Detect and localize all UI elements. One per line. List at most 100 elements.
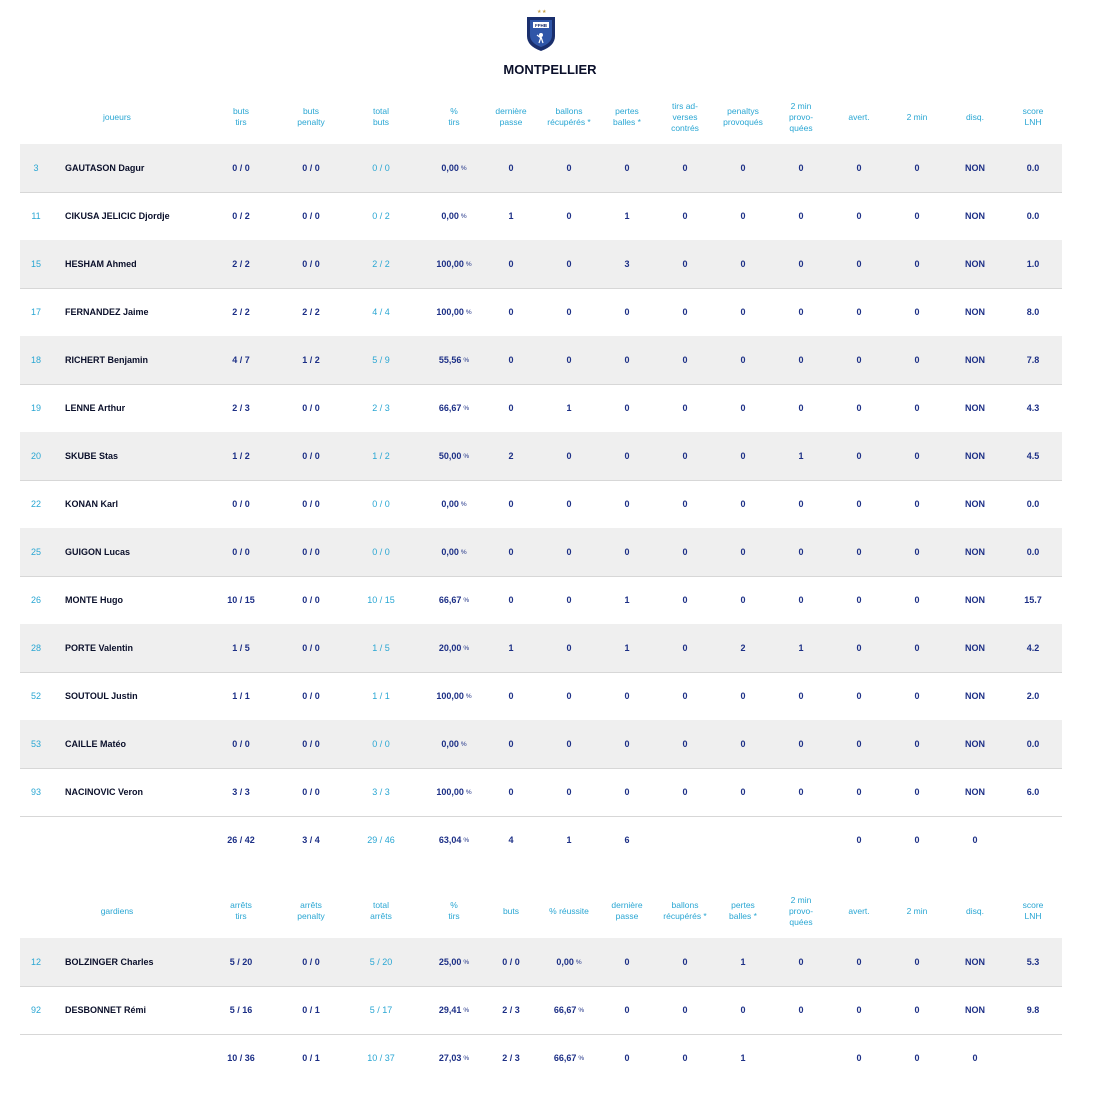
stat-cell: 0 — [508, 547, 514, 557]
stat-cell: 0 — [914, 163, 920, 173]
stat-cell: 2 / 3 — [502, 1053, 520, 1063]
stat-cell: 0 — [798, 547, 804, 557]
stat-cell: 0 / 0 — [302, 547, 320, 557]
stat-cell: 0 — [682, 307, 688, 317]
table-row: 3 GAUTASON Dagur 0 / 0 0 / 0 0 / 0 0,00% 0 0 0 0 0… — [20, 144, 1062, 193]
stat-cell: 0 — [914, 1053, 920, 1063]
ffhb-logo-icon: ★ ★ FFHB — [527, 9, 555, 51]
stat-value: 66,67 — [553, 1005, 577, 1015]
player-name: RICHERT Benjamin — [65, 355, 149, 365]
players-col-header: penaltys provoqués — [723, 106, 763, 127]
stat-cell: 0 — [740, 595, 746, 605]
player-number: 11 — [31, 211, 41, 221]
stat-cell: 0 — [508, 595, 514, 605]
stat-cell: NON — [965, 259, 985, 269]
stat-cell: 0 — [798, 259, 804, 269]
stat-cell: 2 / 2 — [232, 307, 250, 317]
stat-cell: 9.8 — [1026, 1005, 1040, 1015]
stat-cell: 0 — [914, 259, 920, 269]
stat-cell: 0 — [682, 499, 688, 509]
stat-cell: 0 — [856, 1005, 862, 1015]
player-name: LENNE Arthur — [65, 403, 126, 413]
stat-cell: NON — [965, 957, 985, 967]
stat-cell: 0 / 0 — [232, 163, 250, 173]
stat-value: 63,04 — [438, 835, 462, 845]
player-number: 25 — [30, 547, 41, 557]
stat-cell: 0 — [682, 355, 688, 365]
stat-cell: 5.3 — [1026, 957, 1040, 967]
stat-value: 0,00 — [441, 499, 459, 509]
stat-cell: 0 / 0 — [302, 691, 320, 701]
players-col-header: pertes balles * — [613, 106, 641, 127]
stat-cell: 0 / 1 — [302, 1005, 320, 1015]
player-number: 3 — [33, 163, 39, 173]
stat-cell: 0 — [566, 307, 572, 317]
stat-cell: 0 — [856, 499, 862, 509]
stat-cell: 0 — [624, 1053, 630, 1063]
percent-sign: % — [460, 500, 467, 508]
stat-cell: 0 — [624, 787, 630, 797]
players-col-header: 2 min provo- quées — [788, 100, 814, 133]
stat-cell: 0 — [740, 163, 746, 173]
stat-cell: 0 — [798, 1005, 804, 1015]
players-col-header: buts tirs — [232, 106, 250, 127]
player-name: GUIGON Lucas — [65, 547, 131, 557]
stat-cell: 0 / 0 — [372, 739, 390, 749]
percent-sign: % — [460, 740, 467, 748]
player-name: CIKUSA JELICIC Djordje — [65, 211, 170, 221]
player-number — [28, 1034, 44, 1082]
stat-cell: 0 / 0 — [302, 259, 320, 269]
goalkeepers-col-header: arrêts penalty — [297, 900, 325, 921]
player-name — [65, 816, 225, 864]
player-number — [28, 816, 44, 864]
stat-cell: 0 / 0 — [302, 451, 320, 461]
stat-cell: 0 — [856, 403, 862, 413]
stat-value: 29,41 — [438, 1005, 462, 1015]
goalkeepers-col-header: gardiens — [100, 905, 134, 916]
goalkeepers-col-header: score LNH — [1022, 900, 1044, 921]
stat-cell: 0 — [682, 957, 688, 967]
stat-cell: 0 — [624, 355, 630, 365]
stat-cell: 3 — [624, 259, 630, 269]
player-number: 92 — [30, 1005, 41, 1015]
stat-cell: 2 / 2 — [232, 259, 250, 269]
player-name: SKUBE Stas — [65, 451, 119, 461]
stat-value: 0,00 — [441, 163, 459, 173]
players-col-header: total buts — [372, 106, 390, 127]
stat-cell: 0 — [740, 499, 746, 509]
player-name: PORTE Valentin — [65, 643, 134, 653]
stat-cell: 4.5 — [1026, 451, 1040, 461]
stat-cell: 1 — [508, 211, 514, 221]
stat-cell: 0 — [856, 595, 862, 605]
stat-cell: 0 / 0 — [302, 643, 320, 653]
stat-cell: 50,00% — [427, 432, 481, 480]
stat-cell — [1006, 816, 1060, 864]
stat-cell: 0 — [682, 163, 688, 173]
players-col-header: tirs ad- verses contrés — [671, 100, 699, 133]
stat-cell: 0 — [624, 547, 630, 557]
stat-cell: 10 / 36 — [227, 1053, 255, 1063]
stat-cell: 0 — [624, 307, 630, 317]
stat-cell: 5 / 9 — [372, 355, 390, 365]
stat-cell: 0 — [566, 259, 572, 269]
player-number: 18 — [30, 355, 41, 365]
stat-cell: 0 / 0 — [232, 739, 250, 749]
stat-cell: 0 / 2 — [372, 211, 390, 221]
players-col-header: dernière passe — [495, 106, 527, 127]
stat-cell — [774, 816, 828, 864]
players-col-header: ballons récupérés * — [547, 106, 591, 127]
stat-cell: 0 — [682, 739, 688, 749]
stat-cell: 0 — [740, 211, 746, 221]
stat-cell: 1 — [798, 451, 804, 461]
stat-cell: 8.0 — [1026, 307, 1040, 317]
stat-cell: 15.7 — [1024, 595, 1042, 605]
stat-cell: 1 / 2 — [302, 355, 320, 365]
stat-cell: 0 / 2 — [232, 211, 250, 221]
player-number: 22 — [30, 499, 41, 509]
stat-cell: 0 — [682, 787, 688, 797]
table-row: 26 MONTE Hugo 10 / 15 0 / 0 10 / 15 66,67% 0 0 1… — [20, 576, 1062, 625]
stat-cell: 0 — [566, 691, 572, 701]
stat-cell: 4 / 7 — [232, 355, 250, 365]
